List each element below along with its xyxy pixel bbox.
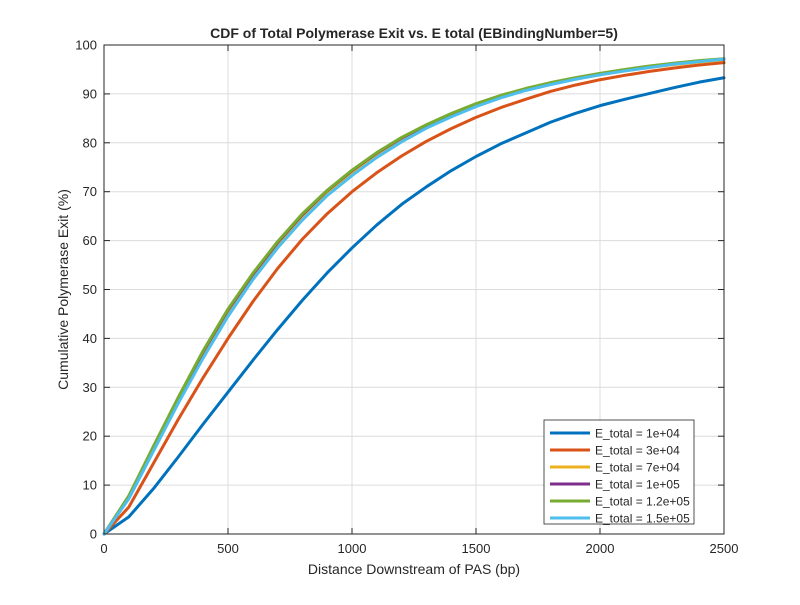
legend-entry-label: E_total = 7e+04: [595, 461, 680, 475]
y-tick-label: 30: [83, 380, 97, 395]
y-axis-label: Cumulative Polymerase Exit (%): [55, 189, 71, 390]
series-line-1: [102, 76, 726, 536]
chart-title: CDF of Total Polymerase Exit vs. E total…: [210, 25, 618, 41]
series-line-2: [102, 61, 726, 536]
legend: E_total = 1e+04 E_total = 3e+04 E_total = …: [543, 419, 695, 526]
legend-entry-label: E_total = 1.5e+05: [595, 512, 690, 526]
tick-layer: 0 500 1000 1500 2000 2500 0 10 20 30 40 50 60 70 80 90 1…: [75, 38, 738, 557]
y-tick-label: 80: [83, 135, 97, 150]
legend-entry-label: E_total = 3e+04: [595, 444, 680, 458]
y-tick-label: 50: [83, 282, 97, 297]
x-tick-label: 1000: [338, 541, 367, 556]
x-tick-label: 2000: [586, 541, 615, 556]
x-axis-label: Distance Downstream of PAS (bp): [308, 561, 520, 577]
y-tick-label: 20: [83, 429, 97, 444]
y-tick-label: 10: [83, 478, 97, 493]
legend-entry-label: E_total = 1e+04: [595, 427, 680, 441]
legend-entry-label: E_total = 1e+05: [595, 478, 680, 492]
y-tick-label: 0: [90, 527, 97, 542]
y-tick-label: 70: [83, 184, 97, 199]
x-tick-label: 1500: [462, 541, 491, 556]
series-line-6: [102, 57, 726, 536]
legend-box: [543, 419, 695, 525]
series-layer: [102, 57, 726, 536]
x-tick-label: 0: [100, 541, 107, 556]
y-tick-label: 60: [83, 233, 97, 248]
y-tick-label: 40: [83, 331, 97, 346]
x-tick-label: 500: [217, 541, 239, 556]
y-tick-label: 90: [83, 86, 97, 101]
y-tick-label: 100: [75, 38, 97, 53]
legend-entry-label: E_total = 1.2e+05: [595, 495, 690, 509]
x-tick-label: 2500: [710, 541, 739, 556]
